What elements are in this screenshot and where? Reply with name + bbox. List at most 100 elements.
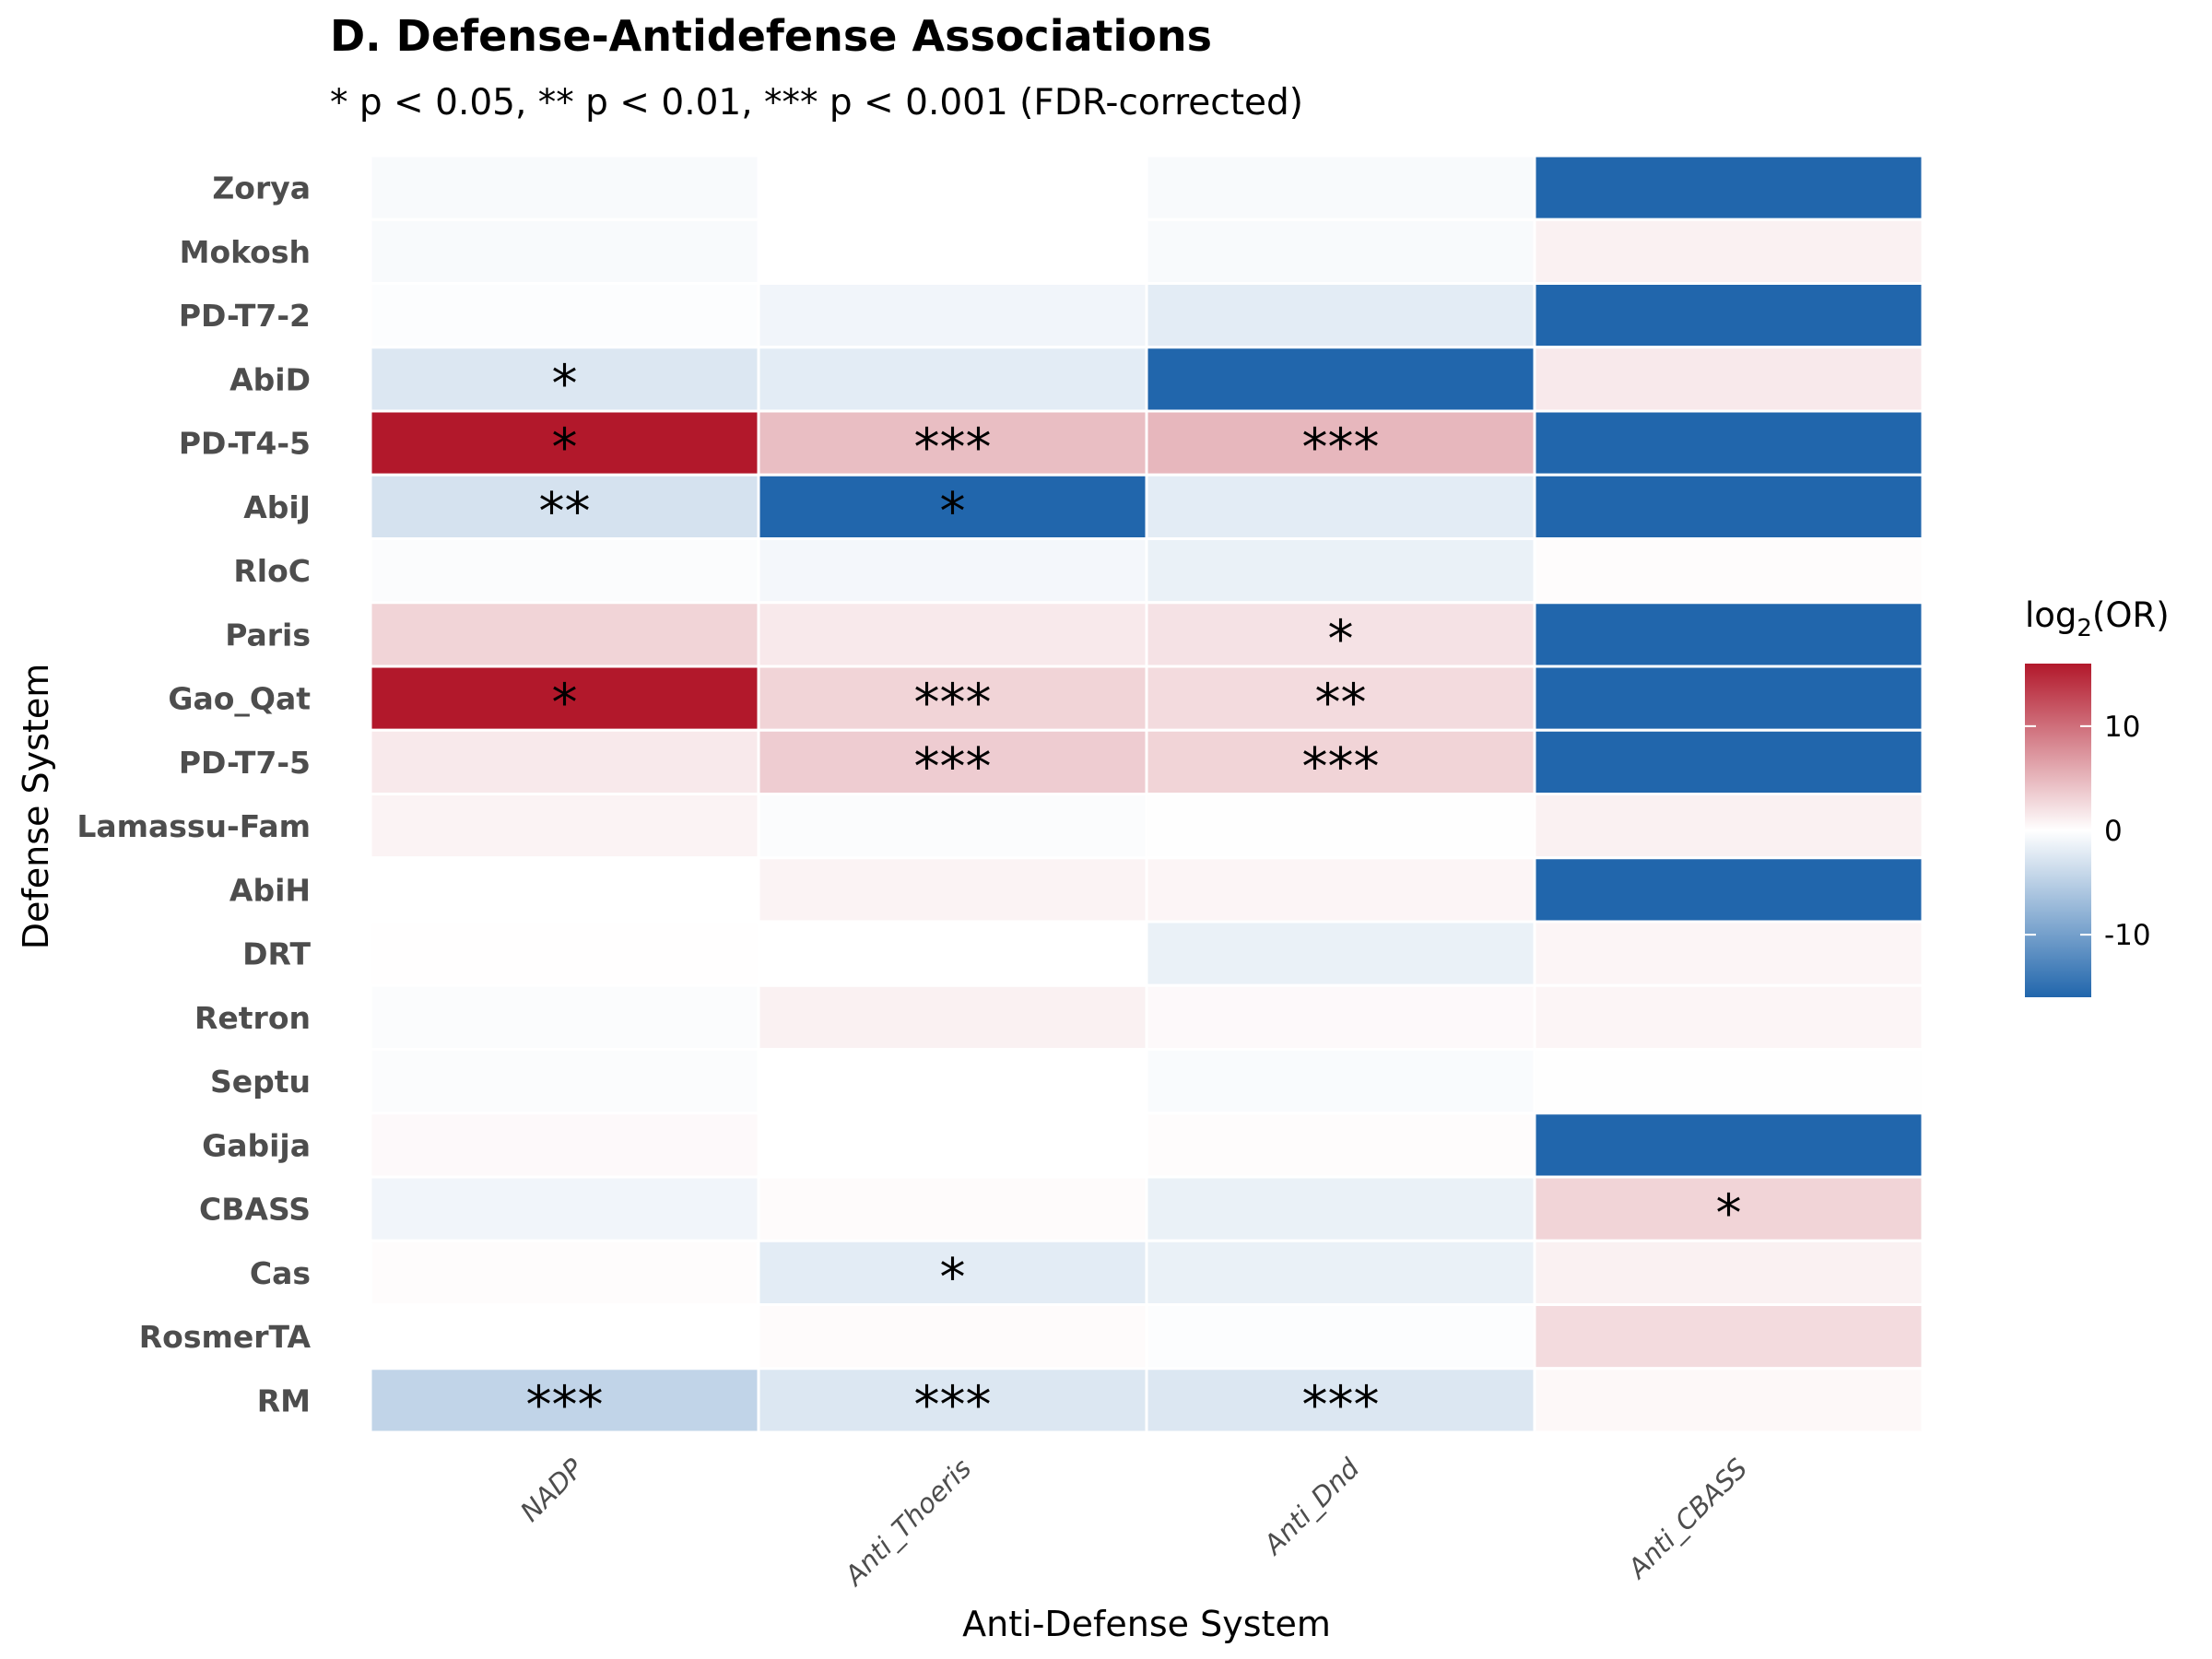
y-tick-lamassu-fam: Lamassu-Fam — [76, 808, 311, 844]
y-tick-drt: DRT — [242, 936, 311, 972]
sig-pd-t4-5-anti-dnd: *** — [1302, 418, 1380, 478]
cell-abij-anti-cbass — [1533, 473, 1924, 540]
cell-pd-t4-5-anti-cbass — [1533, 409, 1924, 477]
cell-lamassu-fam-nadp — [369, 793, 760, 860]
y-tick-retron: Retron — [194, 1000, 311, 1036]
cell-rloc-nadp — [369, 537, 760, 605]
cell-abih-anti-thoeris — [757, 856, 1148, 924]
x-tick-anti-dnd: Anti_Dnd — [1256, 1452, 1366, 1561]
cell-rm-anti-dnd — [1145, 1367, 1536, 1434]
y-tick-pd-t7-2: PD-T7-2 — [179, 298, 311, 334]
cell-drt-nadp — [369, 920, 760, 987]
cell-abih-anti-dnd — [1145, 856, 1536, 924]
sig-pd-t4-5-anti-thoeris: *** — [914, 418, 992, 478]
y-tick-abid: AbiD — [229, 361, 311, 397]
y-tick-zorya: Zorya — [212, 171, 311, 206]
sig-abij-nadp: ** — [539, 482, 591, 542]
cell-abid-anti-thoeris — [757, 346, 1148, 413]
cell-gao-qat-anti-dnd — [1145, 665, 1536, 732]
cell-pd-t7-5-anti-dnd — [1145, 728, 1536, 795]
cell-cbass-anti-thoeris — [757, 1175, 1148, 1242]
cell-pd-t7-2-nadp — [369, 282, 760, 349]
legend-title: log2(OR) — [2025, 595, 2170, 642]
cell-retron-anti-cbass — [1533, 983, 1924, 1051]
legend-title-tail: (OR) — [2092, 595, 2170, 635]
sig-abid-nadp: * — [552, 354, 578, 414]
y-tick-rosmerta: RosmerTA — [139, 1319, 312, 1355]
cell-paris-anti-thoeris — [757, 601, 1148, 668]
y-tick-abij: AbiJ — [243, 489, 311, 525]
significance-labels: ** *** ***** *** *** ***** ******** *** *** — [526, 354, 1742, 1435]
cell-retron-anti-thoeris — [757, 983, 1148, 1051]
cell-cas-anti-dnd — [1145, 1239, 1536, 1306]
chart-subtitle: * p < 0.05, ** p < 0.01, *** p < 0.001 (… — [330, 82, 1303, 124]
cell-pd-t7-2-anti-dnd — [1145, 282, 1536, 349]
cell-rloc-anti-cbass — [1533, 537, 1924, 605]
x-tick-anti-cbass: Anti_CBASS — [1620, 1453, 1753, 1585]
cell-pd-t7-2-anti-cbass — [1533, 282, 1924, 349]
cell-gao-qat-nadp — [369, 665, 760, 732]
sig-gao-qat-anti-dnd: ** — [1315, 674, 1367, 734]
x-tick-nadp: NADP — [514, 1453, 590, 1528]
cell-rloc-anti-dnd — [1145, 537, 1536, 605]
y-tick-abih: AbiH — [229, 872, 311, 908]
cell-gabija-anti-cbass — [1533, 1112, 1924, 1179]
cell-rosmerta-anti-thoeris — [757, 1303, 1148, 1371]
cell-cbass-nadp — [369, 1175, 760, 1242]
sig-gao-qat-anti-thoeris: *** — [914, 674, 992, 734]
cell-cas-nadp — [369, 1239, 760, 1306]
cell-drt-anti-thoeris — [757, 920, 1148, 987]
cell-paris-anti-cbass — [1533, 601, 1924, 668]
y-tick-gao-qat: Gao_Qat — [168, 681, 311, 717]
cell-cbass-anti-dnd — [1145, 1175, 1536, 1242]
cell-pd-t7-2-anti-thoeris — [757, 282, 1148, 349]
cell-abih-nadp — [369, 856, 760, 924]
cell-pd-t7-5-nadp — [369, 728, 760, 795]
x-axis-title: Anti-Defense System — [962, 1604, 1331, 1644]
cell-zorya-anti-dnd — [1145, 154, 1536, 221]
legend-title-sub: 2 — [2077, 615, 2092, 642]
cell-septu-nadp — [369, 1048, 760, 1115]
cell-drt-anti-dnd — [1145, 920, 1536, 987]
sig-rm-anti-thoeris: *** — [914, 1375, 992, 1435]
cell-cas-anti-cbass — [1533, 1239, 1924, 1306]
cell-lamassu-fam-anti-dnd — [1145, 793, 1536, 860]
y-tick-paris: Paris — [225, 617, 311, 653]
cell-retron-nadp — [369, 983, 760, 1051]
cell-septu-anti-dnd — [1145, 1048, 1536, 1115]
sig-cas-anti-thoeris: * — [940, 1248, 966, 1308]
sig-rm-anti-dnd: *** — [1302, 1375, 1380, 1435]
legend-ticks: 10 0 -10 — [2025, 711, 2151, 952]
cell-zorya-anti-thoeris — [757, 154, 1148, 221]
sig-abij-anti-thoeris: * — [940, 482, 966, 542]
legend-title-main: log — [2025, 595, 2077, 635]
cell-rm-anti-thoeris — [757, 1367, 1148, 1434]
y-tick-septu: Septu — [210, 1064, 311, 1100]
cell-abid-anti-cbass — [1533, 346, 1924, 413]
cell-drt-anti-cbass — [1533, 920, 1924, 987]
cell-mokosh-anti-dnd — [1145, 218, 1536, 285]
sig-gao-qat-nadp: * — [552, 674, 578, 734]
cell-gabija-anti-dnd — [1145, 1112, 1536, 1179]
cell-abih-anti-cbass — [1533, 856, 1924, 924]
cell-gabija-nadp — [369, 1112, 760, 1179]
x-tick-anti-thoeris: Anti_Thoeris — [837, 1453, 977, 1593]
y-tick-mokosh: Mokosh — [180, 234, 311, 270]
sig-pd-t4-5-nadp: * — [552, 418, 578, 478]
y-axis-title: Defense System — [16, 664, 56, 949]
cell-abij-anti-thoeris — [757, 473, 1148, 540]
cell-retron-anti-dnd — [1145, 983, 1536, 1051]
y-tick-cas: Cas — [250, 1255, 311, 1291]
cell-lamassu-fam-anti-thoeris — [757, 793, 1148, 860]
y-tick-rloc: RloC — [233, 553, 311, 589]
y-tick-pd-t4-5: PD-T4-5 — [179, 426, 311, 462]
y-axis-ticks: Zorya Mokosh PD-T7-2 AbiD PD-T4-5 AbiJ RloC Par… — [76, 171, 311, 1419]
cell-rosmerta-anti-dnd — [1145, 1303, 1536, 1371]
chart-title: D. Defense-Antidefense Associations — [330, 11, 1212, 61]
legend-tick-label: -10 — [2104, 919, 2151, 952]
cell-gabija-anti-thoeris — [757, 1112, 1148, 1179]
cell-paris-nadp — [369, 601, 760, 668]
cell-lamassu-fam-anti-cbass — [1533, 793, 1924, 860]
y-tick-pd-t7-5: PD-T7-5 — [179, 745, 311, 781]
